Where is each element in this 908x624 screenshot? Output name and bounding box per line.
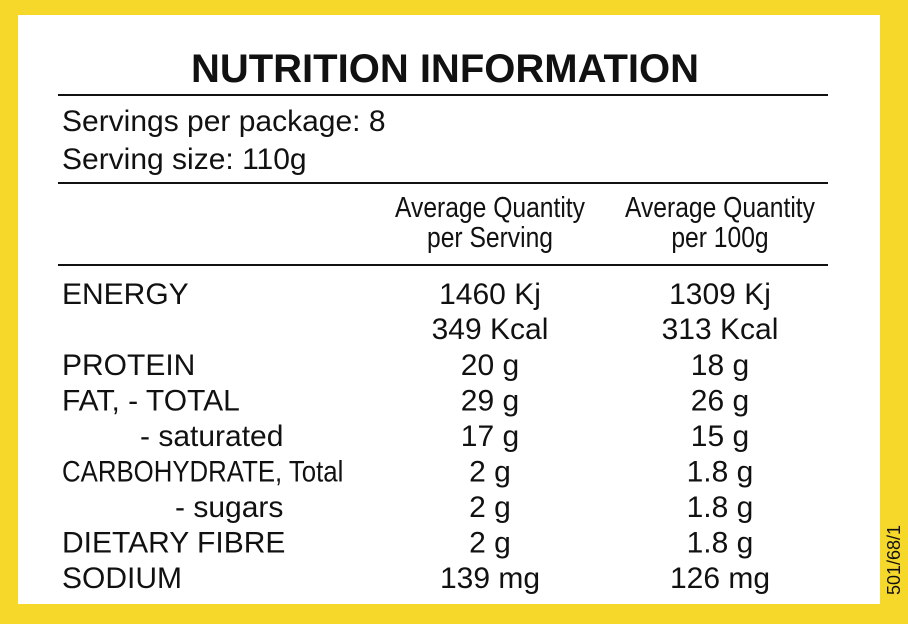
row-value: 1.8 g: [687, 456, 754, 489]
row-label: FAT, - TOTAL: [62, 385, 240, 418]
row-value: 139 mg: [440, 562, 540, 595]
column-header: per 100g: [671, 221, 768, 253]
row-value: 2 g: [469, 456, 511, 489]
row-label: PROTEIN: [62, 349, 195, 382]
column-header: Average Quantity: [625, 191, 815, 223]
serving-size: Serving size: 110g: [62, 143, 307, 176]
row-value: 126 mg: [670, 562, 770, 595]
row-value: 29 g: [461, 385, 519, 418]
row-label: CARBOHYDRATE, Total: [62, 455, 343, 488]
row-value: 1.8 g: [687, 527, 754, 560]
row-value: 1.8 g: [687, 491, 754, 524]
row-value: 2 g: [469, 527, 511, 560]
title: NUTRITION INFORMATION: [191, 47, 699, 91]
row-value: 26 g: [691, 385, 749, 418]
row-label: DIETARY FIBRE: [62, 527, 285, 560]
code: 501/68/1: [884, 525, 904, 595]
row-label: SODIUM: [62, 562, 182, 595]
row-value: 18 g: [691, 349, 749, 382]
column-header: per Serving: [427, 221, 553, 253]
row-label: - saturated: [140, 420, 283, 453]
row-value: 15 g: [691, 420, 749, 453]
column-header: Average Quantity: [395, 191, 585, 223]
row-value: 17 g: [461, 420, 519, 453]
row-value: 349 Kcal: [432, 313, 549, 346]
row-value: 2 g: [469, 491, 511, 524]
row-label: ENERGY: [62, 278, 189, 311]
row-label: - sugars: [175, 491, 283, 524]
row-value: 20 g: [461, 349, 519, 382]
row-value: 1460 Kj: [439, 278, 541, 311]
panel: [18, 15, 880, 604]
row-value: 1309 Kj: [669, 278, 771, 311]
servings: Servings per package: 8: [62, 105, 386, 138]
row-value: 313 Kcal: [662, 313, 779, 346]
